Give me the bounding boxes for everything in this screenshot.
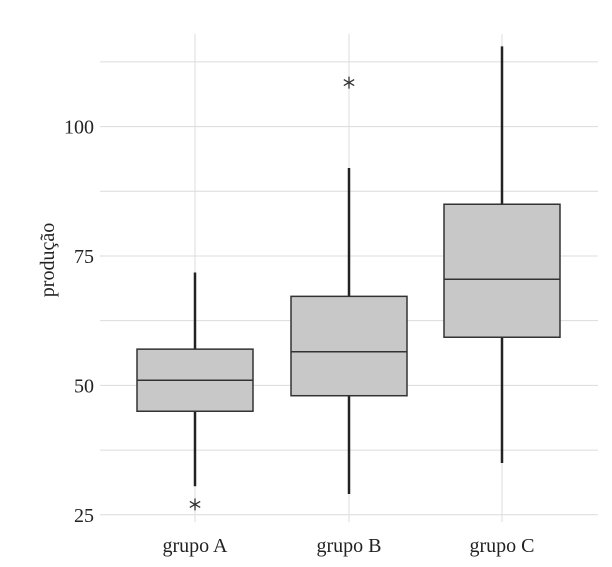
x-tick-label: grupo A	[163, 535, 229, 557]
y-axis-label: produção	[37, 223, 59, 297]
y-tick-label: 25	[74, 505, 94, 527]
box-iqr	[290, 295, 408, 397]
x-tick-label: grupo C	[470, 535, 535, 557]
box-layer	[136, 46, 561, 511]
box-group	[290, 76, 408, 495]
y-tick-label: 50	[74, 375, 94, 397]
box-group	[136, 272, 254, 511]
box-group	[443, 46, 561, 464]
box-iqr	[443, 203, 561, 338]
outlier-point	[343, 76, 355, 89]
x-tick-label: grupo B	[317, 535, 382, 557]
outlier-point	[189, 498, 201, 511]
axis-layer: 25 50 75 100 grupo A grupo B grupo C	[64, 117, 535, 557]
y-tick-label: 75	[74, 246, 94, 268]
outlier-stroke	[189, 500, 201, 508]
outlier-stroke	[343, 79, 355, 87]
y-tick-label: 100	[64, 117, 94, 139]
